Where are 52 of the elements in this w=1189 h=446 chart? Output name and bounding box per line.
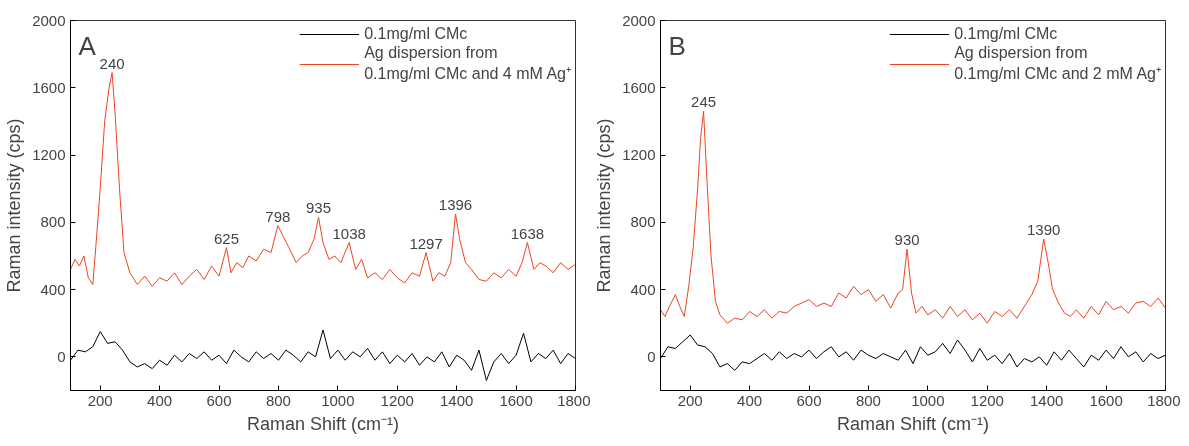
x-tick-label: 1400 [1029,391,1064,409]
annotation: 1390 [1027,221,1061,239]
legend-label: 0.1mg/ml CMc [364,25,468,43]
x-tick-label: 200 [87,391,113,409]
y-axis-title: Raman intensity (cps) [4,118,25,293]
y-tick-label: 1200 [32,146,66,164]
annotation: 930 [894,231,920,249]
legend-label: Ag dispersion from 0.1mg/ml CMc and 2 mM Ag⁺ [954,44,1161,84]
annotation: 1038 [332,224,366,242]
x-axis-title: Raman Shift (cm⁻¹) [246,413,400,434]
y-tick-label: 2000 [622,11,656,29]
x-tick-label: 1000 [321,391,355,409]
x-tick-label: 800 [855,391,881,409]
annotation: 245 [691,93,717,111]
x-tick-label: 1800 [1147,391,1181,409]
x-tick-label: 1600 [1089,391,1123,409]
x-tick-label: 400 [147,391,173,409]
annotation: 240 [99,54,125,72]
chart-title: B [668,30,686,61]
chart-title: A [78,30,97,61]
x-tick-label: 800 [265,391,291,409]
y-tick-label: 400 [40,280,66,298]
annotation: 935 [306,199,332,217]
y-tick-label: 1600 [32,78,66,96]
legend-label: 0.1mg/ml CMc [954,25,1058,43]
y-tick-label: 400 [630,280,656,298]
y-tick-label: 1600 [622,78,656,96]
x-tick-label: 1400 [439,391,474,409]
annotation: 1638 [510,224,545,242]
annotation: 1396 [438,195,473,213]
x-tick-label: 400 [737,391,763,409]
x-tick-label: 1000 [911,391,945,409]
x-tick-label: 600 [796,391,822,409]
x-axis-title: Raman Shift (cm⁻¹) [836,413,990,434]
x-tick-label: 600 [206,391,232,409]
x-tick-label: 1800 [557,391,591,409]
x-tick-label: 1200 [970,391,1004,409]
y-tick-label: 800 [40,213,66,231]
x-tick-label: 1200 [380,391,414,409]
line-series [660,110,1166,324]
y-tick-label: 800 [630,213,656,231]
x-tick-label: 1600 [499,391,533,409]
y-tick-label: 2000 [32,11,66,29]
annotation: 1297 [409,234,443,252]
y-axis-title: Raman intensity (cps) [594,118,615,293]
y-tick-label: 0 [647,347,656,365]
annotation: 625 [213,229,239,247]
annotation: 798 [265,207,291,225]
y-tick-label: 0 [57,347,66,365]
x-tick-label: 200 [677,391,703,409]
legend-label: Ag dispersion from 0.1mg/ml CMc and 4 mM Ag⁺ [364,44,571,84]
y-tick-label: 1200 [622,146,656,164]
